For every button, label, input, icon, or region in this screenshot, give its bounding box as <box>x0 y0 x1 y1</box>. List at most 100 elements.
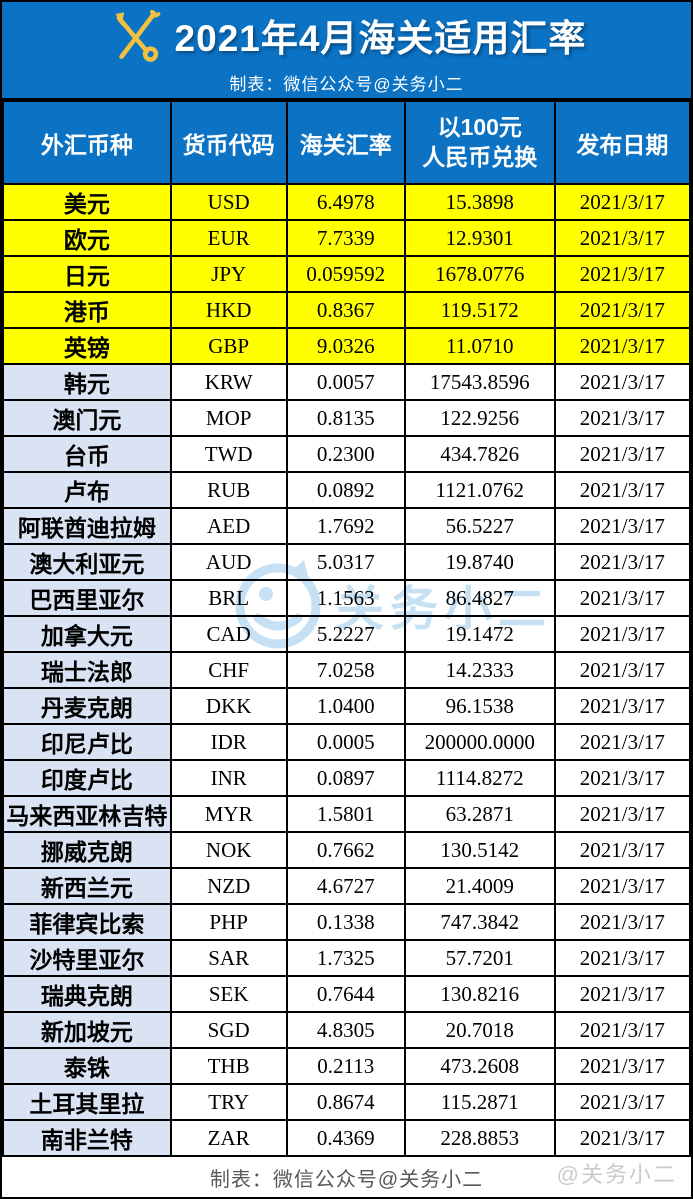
currency-name: 挪威克朗 <box>2 831 172 869</box>
currency-name: 瑞士法郎 <box>2 651 172 689</box>
table-row: 港币 HKD 0.8367 119.5172 2021/3/17 <box>2 291 691 329</box>
table-row: 新加坡元 SGD 4.8305 20.7018 2021/3/17 <box>2 1011 691 1049</box>
publish-date: 2021/3/17 <box>553 579 691 617</box>
currency-name: 新西兰元 <box>2 867 172 905</box>
table-row: 瑞典克朗 SEK 0.7644 130.8216 2021/3/17 <box>2 975 691 1013</box>
currency-code: RUB <box>169 471 288 509</box>
table-header-row: 外汇币种 货币代码 海关汇率 以100元 人民币兑换 发布日期 <box>2 100 691 185</box>
per-100-rmb: 747.3842 <box>403 903 556 941</box>
currency-name: 港币 <box>2 291 172 329</box>
customs-rate: 7.7339 <box>285 219 406 257</box>
publish-date: 2021/3/17 <box>553 651 691 689</box>
per-100-rmb: 96.1538 <box>403 687 556 725</box>
per-100-rmb: 130.8216 <box>403 975 556 1013</box>
currency-code: EUR <box>169 219 288 257</box>
table-row: 巴西里亚尔 BRL 1.1563 86.4827 2021/3/17 <box>2 579 691 617</box>
per-100-rmb: 56.5227 <box>403 507 556 545</box>
per-100-rmb: 17543.8596 <box>403 363 556 401</box>
per-100-rmb: 11.0710 <box>403 327 556 365</box>
customs-rate: 1.7692 <box>285 507 406 545</box>
customs-rate: 9.0326 <box>285 327 406 365</box>
publish-date: 2021/3/17 <box>553 687 691 725</box>
customs-rate: 1.5801 <box>285 795 406 833</box>
table-row: 欧元 EUR 7.7339 12.9301 2021/3/17 <box>2 219 691 257</box>
per-100-rmb: 115.2871 <box>403 1083 556 1121</box>
currency-name: 沙特里亚尔 <box>2 939 172 977</box>
currency-code: CHF <box>169 651 288 689</box>
per-100-rmb: 12.9301 <box>403 219 556 257</box>
per-100-rmb: 1114.8272 <box>403 759 556 797</box>
table-row: 印度卢比 INR 0.0897 1114.8272 2021/3/17 <box>2 759 691 797</box>
currency-name: 菲律宾比索 <box>2 903 172 941</box>
publish-date: 2021/3/17 <box>553 1011 691 1049</box>
table-row: 加拿大元 CAD 5.2227 19.1472 2021/3/17 <box>2 615 691 653</box>
page-title: 2021年4月海关适用汇率 <box>174 17 587 59</box>
currency-name: 印度卢比 <box>2 759 172 797</box>
publish-date: 2021/3/17 <box>553 615 691 653</box>
customs-rate: 0.2300 <box>285 435 406 473</box>
publish-date: 2021/3/17 <box>553 291 691 329</box>
currency-name: 马来西亚林吉特 <box>2 795 172 833</box>
currency-name: 欧元 <box>2 219 172 257</box>
publish-date: 2021/3/17 <box>553 831 691 869</box>
customs-rate: 0.7662 <box>285 831 406 869</box>
publish-date: 2021/3/17 <box>553 1047 691 1085</box>
currency-name: 美元 <box>2 183 172 221</box>
customs-rate: 0.0892 <box>285 471 406 509</box>
currency-name: 丹麦克朗 <box>2 687 172 725</box>
per-100-rmb: 434.7826 <box>403 435 556 473</box>
customs-rate: 0.059592 <box>285 255 406 293</box>
currency-code: MYR <box>169 795 288 833</box>
column-header-code: 货币代码 <box>169 100 288 185</box>
publish-date: 2021/3/17 <box>553 327 691 365</box>
publish-date: 2021/3/17 <box>553 183 691 221</box>
banner: 2021年4月海关适用汇率 制表：微信公众号@关务小二 <box>2 2 691 100</box>
publish-date: 2021/3/17 <box>553 795 691 833</box>
customs-rate: 0.4369 <box>285 1119 406 1157</box>
publish-date: 2021/3/17 <box>553 507 691 545</box>
currency-code: NZD <box>169 867 288 905</box>
currency-name: 加拿大元 <box>2 615 172 653</box>
currency-name: 澳大利亚元 <box>2 543 172 581</box>
per-100-rmb: 19.8740 <box>403 543 556 581</box>
customs-rate: 1.7325 <box>285 939 406 977</box>
table-row: 马来西亚林吉特 MYR 1.5801 63.2871 2021/3/17 <box>2 795 691 833</box>
currency-code: SEK <box>169 975 288 1013</box>
table-body: 美元 USD 6.4978 15.3898 2021/3/17 欧元 EUR 7.7339 12… <box>2 183 691 1157</box>
publish-date: 2021/3/17 <box>553 759 691 797</box>
per-100-rmb: 473.2608 <box>403 1047 556 1085</box>
per-100-rmb: 122.9256 <box>403 399 556 437</box>
table-row: 日元 JPY 0.059592 1678.0776 2021/3/17 <box>2 255 691 293</box>
customs-rate: 0.0897 <box>285 759 406 797</box>
column-header-date: 发布日期 <box>553 100 691 185</box>
per-100-rmb: 57.7201 <box>403 939 556 977</box>
table-row: 泰铢 THB 0.2113 473.2608 2021/3/17 <box>2 1047 691 1085</box>
publish-date: 2021/3/17 <box>553 903 691 941</box>
table-row: 沙特里亚尔 SAR 1.7325 57.7201 2021/3/17 <box>2 939 691 977</box>
publish-date: 2021/3/17 <box>553 1119 691 1157</box>
exchange-rate-table: 外汇币种 货币代码 海关汇率 以100元 人民币兑换 发布日期 美元 USD 6.4… <box>2 100 691 1157</box>
customs-rate: 0.8674 <box>285 1083 406 1121</box>
publish-date: 2021/3/17 <box>553 939 691 977</box>
banner-credit: 制表：微信公众号@关务小二 <box>229 74 464 94</box>
table-row: 英镑 GBP 9.0326 11.0710 2021/3/17 <box>2 327 691 365</box>
table-row: 新西兰元 NZD 4.6727 21.4009 2021/3/17 <box>2 867 691 905</box>
customs-rate: 0.2113 <box>285 1047 406 1085</box>
customs-key-caduceus-icon <box>114 9 161 62</box>
table-row: 南非兰特 ZAR 0.4369 228.8853 2021/3/17 <box>2 1119 691 1157</box>
currency-name: 日元 <box>2 255 172 293</box>
customs-rate: 0.0005 <box>285 723 406 761</box>
customs-rate: 0.8135 <box>285 399 406 437</box>
customs-rate: 1.1563 <box>285 579 406 617</box>
customs-rate: 0.1338 <box>285 903 406 941</box>
table-row: 土耳其里拉 TRY 0.8674 115.2871 2021/3/17 <box>2 1083 691 1121</box>
per-100-rmb: 14.2333 <box>403 651 556 689</box>
table-row: 澳大利亚元 AUD 5.0317 19.8740 2021/3/17 <box>2 543 691 581</box>
column-header-per100: 以100元 人民币兑换 <box>403 100 556 185</box>
currency-code: HKD <box>169 291 288 329</box>
footer-watermark: @关务小二 <box>556 1162 677 1187</box>
currency-code: BRL <box>169 579 288 617</box>
currency-code: JPY <box>169 255 288 293</box>
footer: 制表：微信公众号@关务小二 @关务小二 <box>2 1157 691 1197</box>
